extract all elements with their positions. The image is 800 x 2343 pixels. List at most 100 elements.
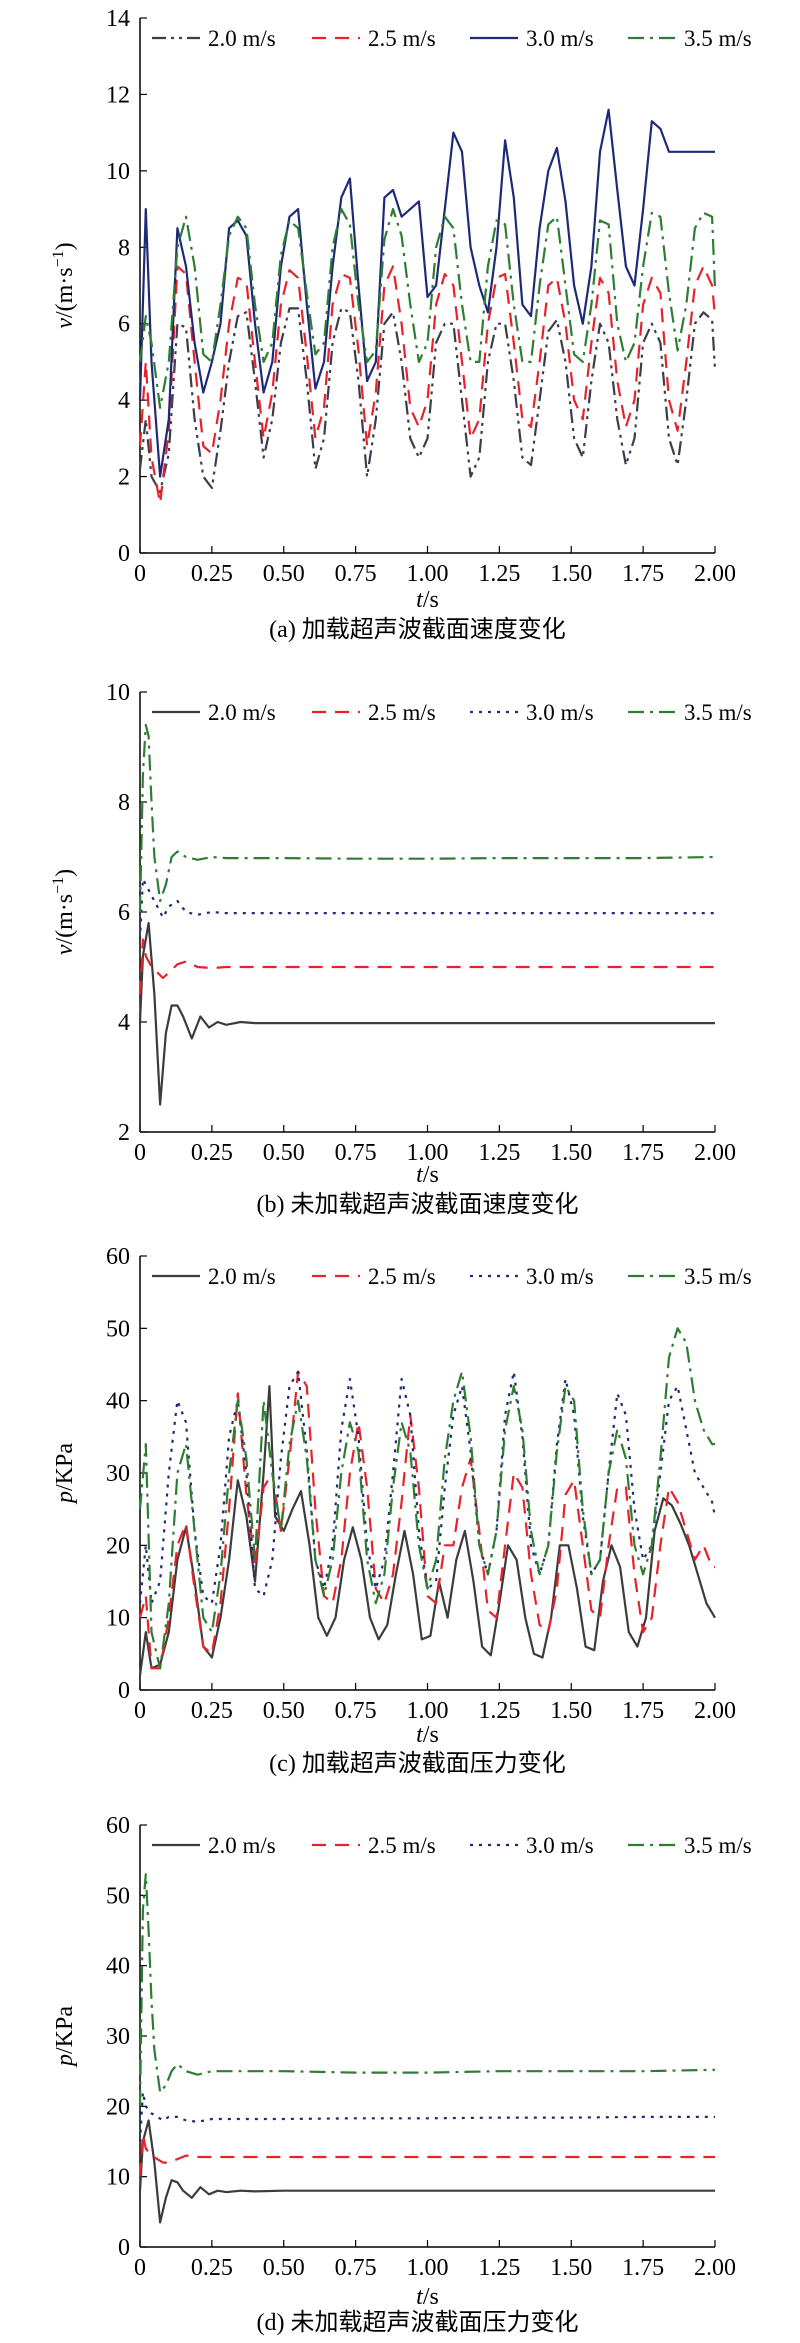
y-axis-title: v/(m·s−1)	[50, 869, 78, 955]
y-tick-label: 6	[118, 312, 130, 338]
x-tick-label: 0	[134, 1698, 146, 1724]
y-axis-sup: −1	[50, 877, 67, 894]
series-line-4	[138, 208, 717, 409]
chart-caption: (d) 未加载超声波截面压力变化	[257, 2309, 579, 2336]
series-line-4	[138, 723, 716, 913]
legend-label: 2.0 m/s	[208, 1264, 276, 1289]
legend: 2.0 m/s 2.5 m/s 3.0 m/s 3.5 m/s	[152, 26, 752, 51]
x-tick-label: 0	[134, 2255, 146, 2281]
y-tick-label: 2	[118, 465, 130, 491]
series-line-3	[138, 108, 715, 478]
chart-caption: (c) 加载超声波截面压力变化	[269, 1750, 566, 1777]
chart-panel-3: 0 10 20 30 40 50 60 0 0.25 0.50 0.75 1.00 1.25 1.50 1.…	[52, 1244, 752, 1777]
x-axis-title: t/s	[416, 587, 439, 613]
x-tick-label: 1.75	[622, 1140, 664, 1166]
legend-label: 3.5 m/s	[684, 1833, 752, 1858]
x-tick-label: 2.00	[694, 1698, 736, 1724]
series-line-1	[138, 921, 715, 1106]
y-tick-label: 20	[106, 2094, 130, 2120]
y-tick-label: 30	[106, 2024, 130, 2050]
legend-label: 3.5 m/s	[684, 26, 752, 51]
x-tick-label: 0.75	[335, 561, 377, 587]
series-line-4	[138, 1873, 716, 2107]
series-line-2	[138, 265, 717, 505]
x-tick-label: 1.75	[622, 561, 664, 587]
legend-label: 2.5 m/s	[368, 1833, 436, 1858]
legend-label: 2.0 m/s	[208, 1833, 276, 1858]
y-tick-label: 0	[118, 541, 130, 567]
legend-label: 2.0 m/s	[208, 700, 276, 725]
chart-panel-1: 0 2 4 6 8 10 12 14 0 0.25 0.50 0.75 1.00 1.25 1.50 1.75…	[50, 6, 752, 643]
x-axis-var: t	[416, 587, 424, 613]
y-tick-label: 40	[106, 1389, 130, 1415]
series-line-3	[138, 877, 715, 940]
legend-label: 3.0 m/s	[526, 700, 594, 725]
legend-label: 2.5 m/s	[368, 1264, 436, 1289]
y-tick-label: 0	[118, 2235, 130, 2261]
x-tick-label: 1.50	[550, 1140, 592, 1166]
x-tick-label: 0.50	[263, 1140, 305, 1166]
x-tick-label: 0.50	[263, 1698, 305, 1724]
series-line-3	[138, 2091, 715, 2142]
series-line-1	[138, 307, 717, 493]
x-tick-label: 0.75	[335, 2255, 377, 2281]
y-axis-close: )	[52, 242, 78, 250]
y-axis-title: p/KPa	[52, 1443, 78, 1505]
y-tick-label: 10	[106, 1606, 130, 1632]
x-tick-label: 0.75	[335, 1140, 377, 1166]
x-tick-label: 1.75	[622, 1698, 664, 1724]
legend-label: 2.5 m/s	[368, 26, 436, 51]
y-tick-label: 60	[106, 1813, 130, 1839]
y-axis-unit: /(m·s	[52, 894, 78, 945]
series-line-2	[138, 938, 715, 995]
x-tick-label: 1.25	[478, 2255, 520, 2281]
y-tick-label: 50	[106, 1883, 130, 1909]
x-axis-var: t	[416, 1162, 424, 1188]
x-tick-label: 1.50	[550, 1698, 592, 1724]
x-axis-title: t/s	[416, 2284, 439, 2310]
x-tick-label: 1.25	[478, 1140, 520, 1166]
x-tick-label: 1.50	[550, 2255, 592, 2281]
x-axis-title: t/s	[416, 1722, 439, 1748]
x-tick-label: 1.25	[478, 561, 520, 587]
series-line-4	[138, 1327, 715, 1670]
y-axis-title: v/(m·s−1)	[50, 242, 78, 328]
x-tick-label: 0	[134, 1140, 146, 1166]
y-axis-unit: /(m·s	[52, 267, 78, 318]
x-axis-unit: /s	[423, 587, 439, 613]
legend-label: 2.5 m/s	[368, 700, 436, 725]
legend-label: 3.0 m/s	[526, 26, 594, 51]
y-tick-label: 8	[118, 235, 130, 261]
legend-label: 2.0 m/s	[208, 26, 276, 51]
x-tick-label: 2.00	[694, 561, 736, 587]
chart-caption: (b) 未加载超声波截面速度变化	[257, 1191, 579, 1218]
y-axis-var: v	[52, 318, 78, 329]
y-axis-unit: /KPa	[52, 1443, 78, 1491]
y-tick-label: 10	[106, 680, 130, 706]
x-tick-label: 1.00	[407, 2255, 449, 2281]
x-tick-label: 0	[134, 561, 146, 587]
x-tick-label: 0.25	[191, 1140, 233, 1166]
y-axis-var: p	[52, 1491, 78, 1505]
x-tick-label: 2.00	[694, 2255, 736, 2281]
x-axis-title: t/s	[416, 1162, 439, 1188]
x-tick-label: 0.25	[191, 2255, 233, 2281]
chart-caption: (a) 加载超声波截面速度变化	[269, 616, 566, 643]
y-axis-var: v	[52, 944, 78, 955]
y-tick-label: 20	[106, 1533, 130, 1559]
y-axis-title: p/KPa	[52, 2006, 78, 2068]
y-tick-label: 6	[118, 900, 130, 926]
series-line-2	[138, 1370, 715, 1670]
y-tick-label: 8	[118, 790, 130, 816]
x-tick-label: 0.25	[191, 1698, 233, 1724]
x-axis-unit: /s	[423, 2284, 439, 2310]
y-tick-label: 0	[118, 1678, 130, 1704]
x-tick-label: 0.50	[263, 2255, 305, 2281]
y-tick-label: 4	[118, 388, 130, 414]
y-axis-var: p	[52, 2054, 78, 2068]
x-tick-label: 1.50	[550, 561, 592, 587]
y-tick-label: 10	[106, 2165, 130, 2191]
x-axis-unit: /s	[423, 1722, 439, 1748]
y-axis-close: )	[52, 869, 78, 877]
